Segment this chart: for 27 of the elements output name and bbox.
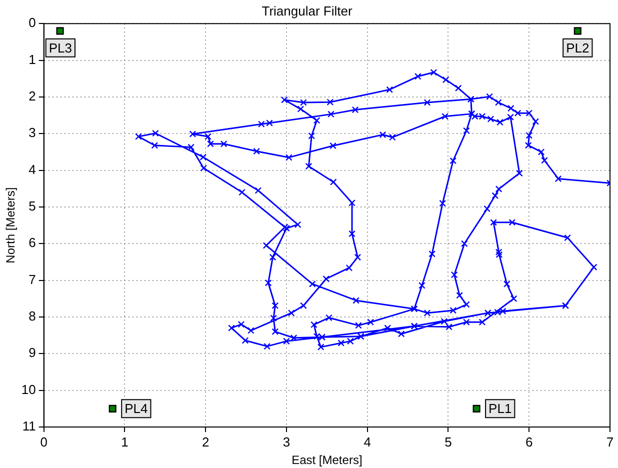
y-tick-label: 10 <box>21 382 36 397</box>
annotation: PL3 <box>48 40 72 56</box>
annotation: PL1 <box>488 401 512 416</box>
chart-title: Triangular Filter <box>262 3 353 18</box>
annotation: PL2 <box>566 40 590 56</box>
y-tick-label: 6 <box>28 235 36 250</box>
x-tick-label: 7 <box>606 434 614 450</box>
y-tick-label: 2 <box>28 88 36 104</box>
x-tick-label: 1 <box>121 434 128 450</box>
y-tick-label: 4 <box>28 162 36 177</box>
y-tick-label: 7 <box>28 272 36 287</box>
y-tick-label: 8 <box>28 308 36 324</box>
x-axis-title: East [Meters] <box>292 453 362 468</box>
x-tick-label: 0 <box>40 434 48 450</box>
x-tick-label: 5 <box>444 434 452 450</box>
y-tick-label: 9 <box>28 345 36 360</box>
x-tick-label: 2 <box>202 434 210 450</box>
annotation: PL4 <box>124 401 148 416</box>
x-tick-label: 4 <box>364 434 371 450</box>
y-tick-label: 5 <box>28 198 36 214</box>
x-tick-label: 3 <box>282 434 290 450</box>
y-tick-label: 0 <box>28 15 36 30</box>
y-tick-label: 3 <box>28 125 36 140</box>
y-axis-title: North [Meters] <box>4 187 18 264</box>
x-tick-label: 6 <box>526 434 533 450</box>
y-tick-label: 11 <box>22 418 36 434</box>
y-tick-label: 1 <box>28 52 36 67</box>
